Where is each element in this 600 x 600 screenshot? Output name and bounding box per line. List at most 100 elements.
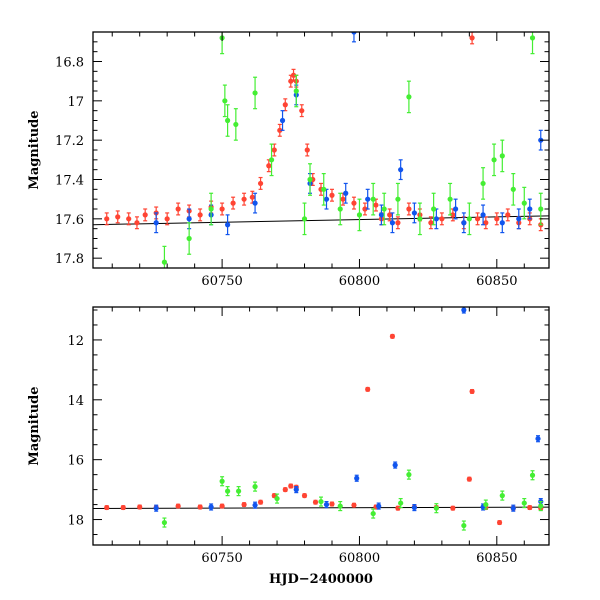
bottom-light-curve-panel: 60750 60800 60850 12 14 16 18 Magnitude HJD−2400…: [27, 306, 550, 587]
data-point: [288, 483, 294, 489]
data-point: [387, 212, 393, 218]
data-point: [241, 196, 247, 202]
data-point: [219, 503, 225, 509]
data-point: [411, 210, 417, 216]
data-point: [225, 117, 231, 124]
data-point: [483, 220, 489, 226]
data-point: [521, 200, 527, 206]
data-point: [417, 216, 423, 222]
reference-line: [93, 506, 549, 509]
data-point: [161, 259, 168, 265]
data-point: [271, 147, 277, 153]
data-point: [104, 216, 110, 222]
data-point: [351, 502, 357, 508]
series-2: [161, 469, 544, 531]
data-point: [535, 436, 541, 442]
data-point: [381, 206, 387, 212]
data-point: [337, 206, 343, 212]
series-1: [153, 307, 544, 512]
data-point: [433, 505, 439, 511]
data-point: [233, 121, 239, 128]
x-tick-label: 60850: [476, 274, 517, 289]
data-point: [406, 94, 412, 100]
data-point: [461, 220, 467, 226]
data-point: [321, 186, 327, 192]
data-point: [406, 472, 412, 478]
series-2: [161, 32, 544, 268]
data-point: [288, 78, 294, 84]
series-0: [104, 32, 544, 232]
data-point: [299, 108, 305, 114]
data-point: [222, 98, 228, 104]
data-point: [115, 214, 121, 220]
y-tick-label: 17.4: [55, 174, 84, 189]
x-axis-title: HJD−2400000: [269, 572, 373, 587]
data-point: [104, 504, 110, 511]
data-point: [343, 190, 349, 196]
data-point: [197, 504, 203, 510]
data-point: [529, 35, 536, 41]
series-1: [153, 32, 544, 236]
data-point: [225, 488, 231, 494]
data-point: [447, 196, 453, 202]
data-point: [126, 216, 132, 222]
top-light-curve-panel: 60750 60800 60850 16.8 17 17.2 17.4 17.6 17.8 Mag…: [27, 31, 550, 289]
data-point: [282, 487, 288, 493]
data-point: [197, 212, 203, 218]
data-point: [516, 216, 522, 222]
data-point: [161, 519, 168, 526]
data-point: [208, 504, 214, 510]
data-point: [257, 180, 264, 187]
data-point: [235, 488, 242, 494]
data-point: [175, 503, 181, 509]
data-point: [186, 235, 192, 242]
data-point: [469, 35, 475, 41]
data-point: [175, 206, 181, 212]
data-point: [290, 72, 297, 78]
data-point: [494, 216, 500, 222]
data-point: [510, 505, 516, 511]
data-point: [389, 333, 396, 339]
y-tick-label: 18: [67, 514, 84, 529]
y-tick-label: 14: [67, 394, 84, 409]
data-point: [433, 216, 439, 222]
data-point: [279, 117, 286, 124]
data-point: [469, 388, 475, 395]
data-point: [312, 499, 319, 505]
data-point: [362, 206, 368, 212]
data-point: [406, 206, 412, 212]
plot-frame: [92, 31, 550, 269]
data-point: [329, 501, 335, 507]
data-point: [208, 206, 214, 212]
data-point: [466, 216, 472, 222]
plot-frame: [92, 306, 550, 546]
data-point: [453, 206, 459, 212]
y-tick-label: 17: [67, 95, 84, 110]
data-point: [365, 196, 371, 202]
data-point: [398, 167, 404, 173]
y-tick-label: 17.8: [55, 252, 84, 267]
data-point: [538, 206, 544, 212]
data-point: [521, 500, 527, 506]
data-point: [527, 504, 533, 511]
data-point: [376, 503, 382, 509]
data-point: [378, 212, 385, 218]
data-point: [266, 163, 272, 169]
data-point: [293, 88, 299, 94]
data-point: [120, 504, 126, 511]
data-point: [329, 192, 335, 198]
data-point: [252, 200, 258, 206]
data-point: [307, 176, 313, 183]
data-point: [301, 216, 308, 222]
data-point: [304, 147, 310, 153]
data-point: [395, 196, 401, 202]
y-tick-label: 17.2: [55, 134, 84, 149]
x-tick-label: 60850: [476, 551, 517, 566]
data-point: [323, 501, 330, 508]
data-point: [428, 220, 434, 226]
data-point: [431, 206, 437, 212]
y-axis-title: Magnitude: [27, 386, 42, 465]
y-tick-label: 16.8: [55, 56, 84, 71]
data-point: [219, 478, 225, 484]
